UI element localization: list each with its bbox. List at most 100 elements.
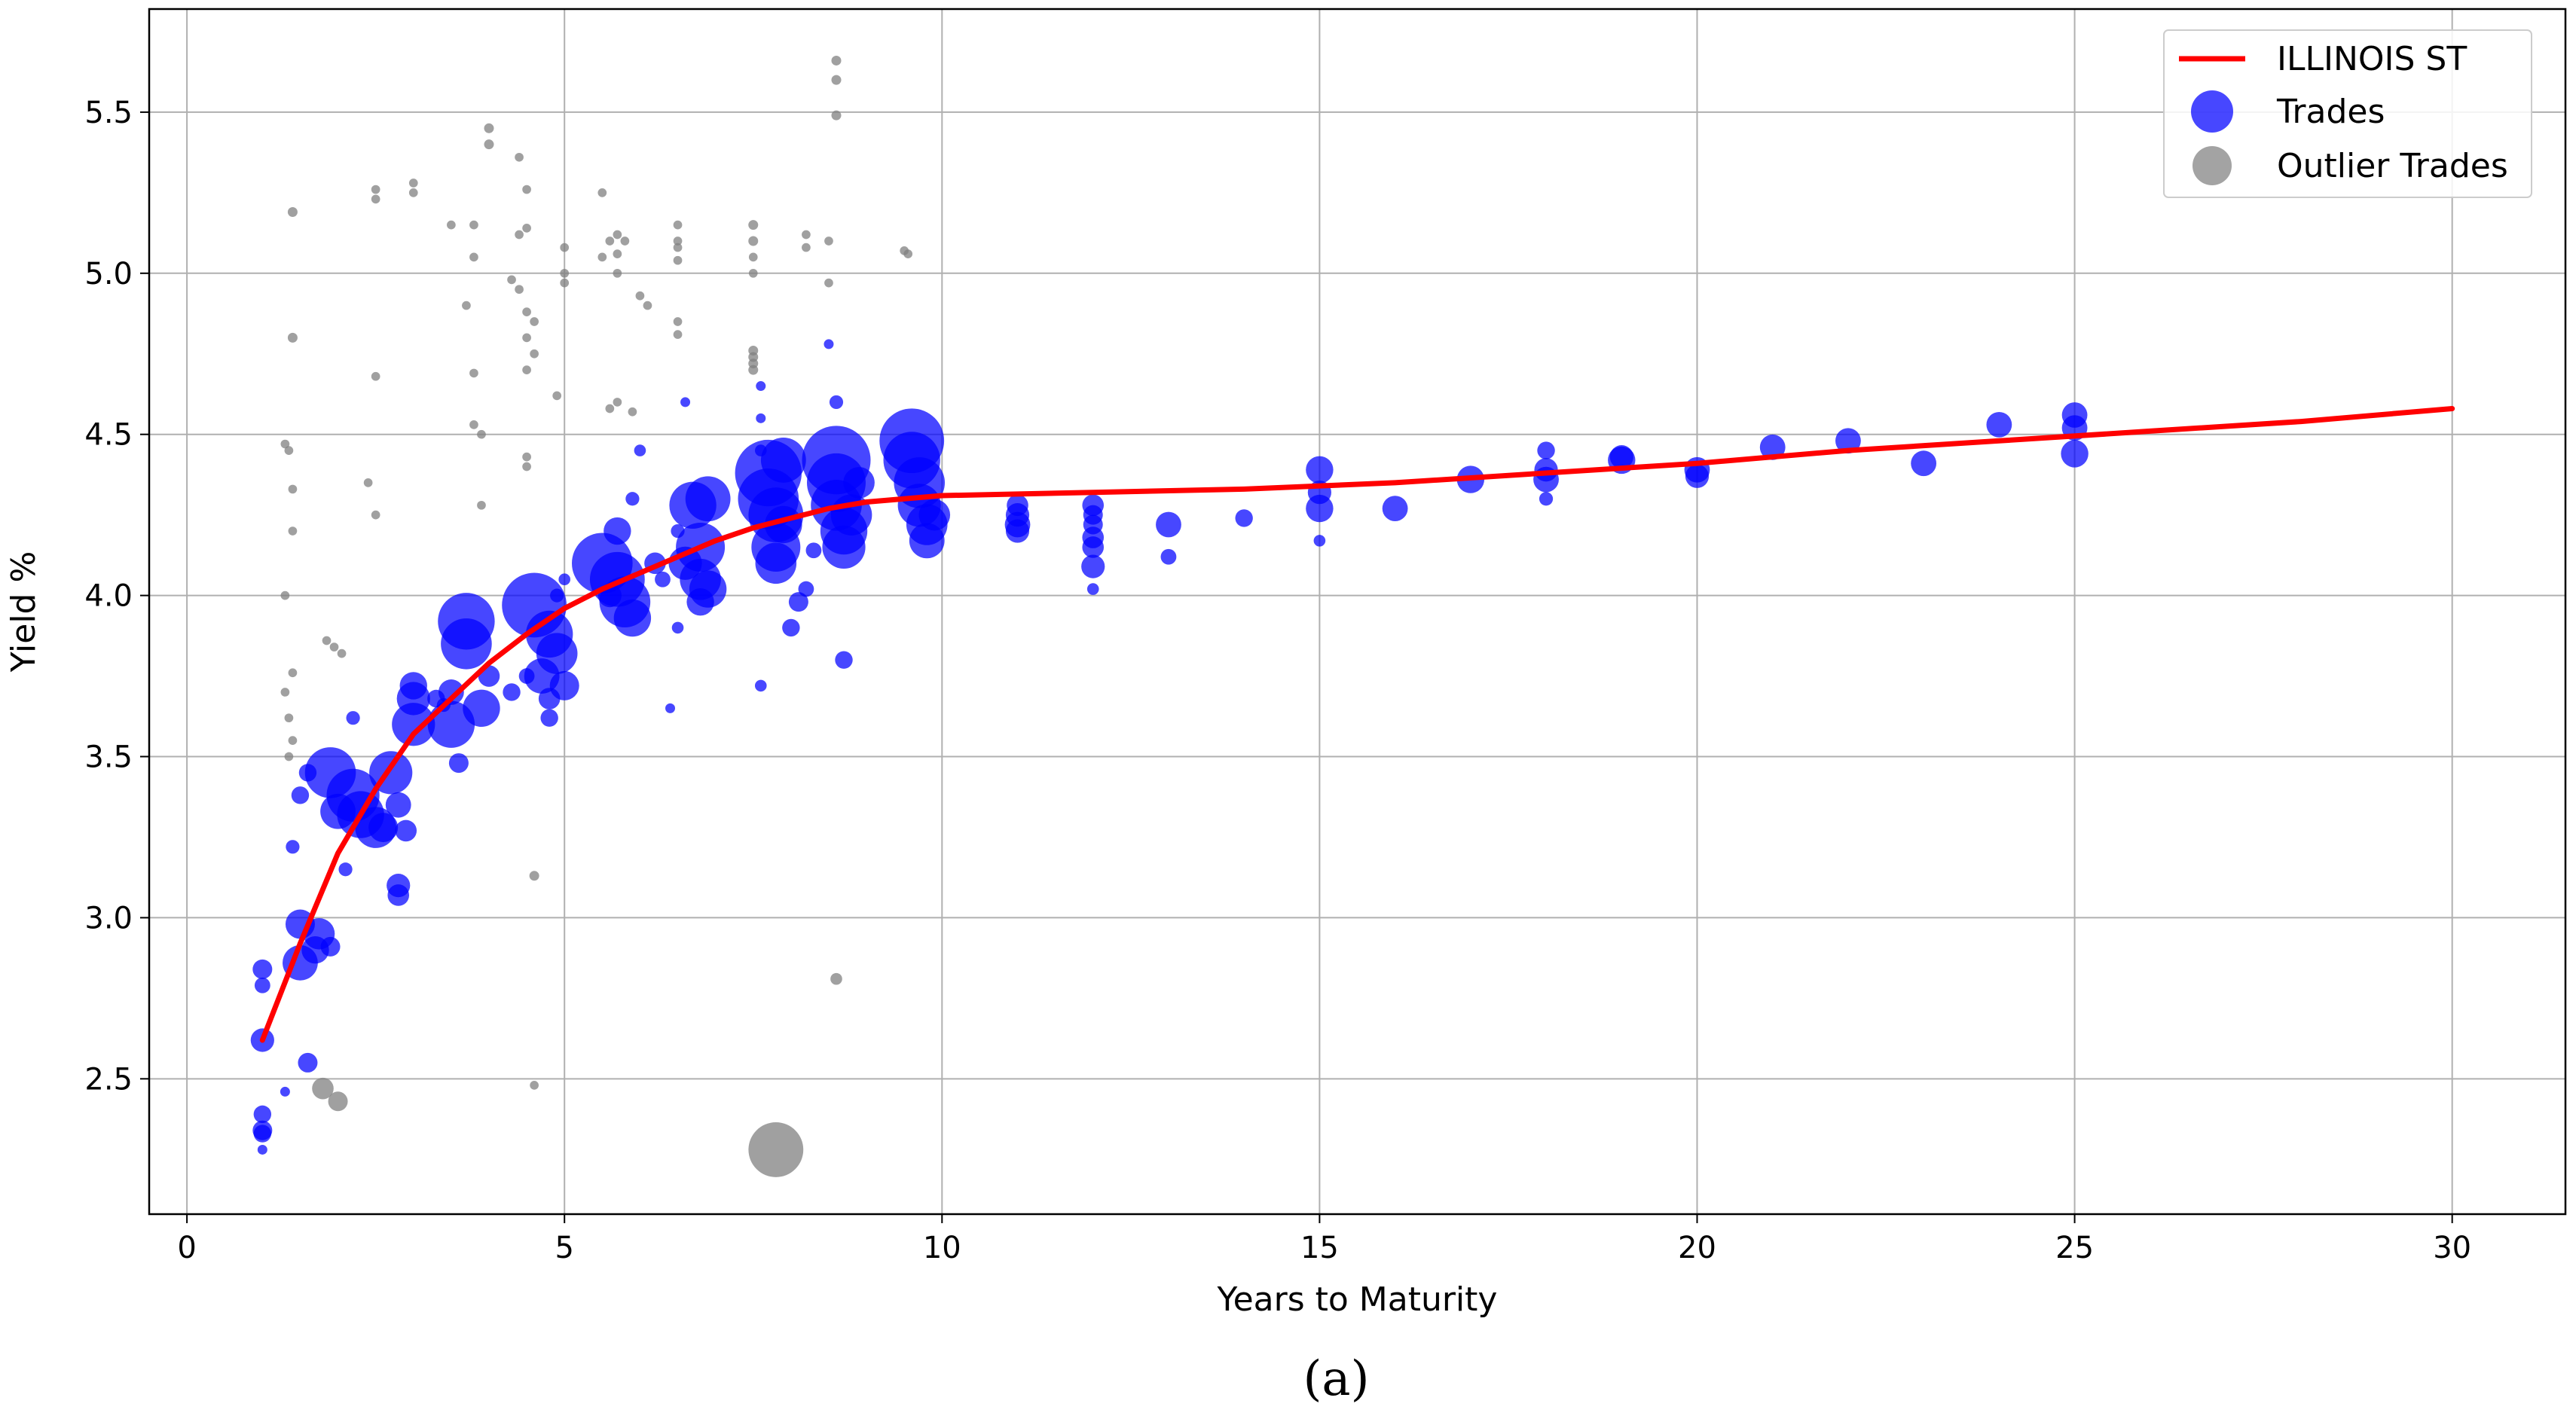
outlier-trade-point — [522, 224, 531, 233]
outlier-trade-point — [673, 237, 683, 246]
trade-point — [909, 523, 945, 559]
trade-point — [252, 959, 273, 979]
y-tick-label: 5.0 — [84, 257, 133, 291]
trade-point — [754, 679, 767, 692]
trade-point — [634, 444, 646, 456]
trade-point — [538, 688, 561, 710]
trade-point — [665, 703, 676, 713]
outlier-trade-point — [635, 291, 645, 301]
trade-point — [625, 492, 640, 506]
trade-point — [298, 1052, 318, 1073]
outlier-trade-point — [337, 648, 347, 658]
outlier-trade-point — [280, 688, 290, 697]
outlier-trade-point — [469, 220, 478, 230]
outlier-trade-point — [522, 365, 531, 374]
y-tick-label: 2.5 — [84, 1062, 133, 1097]
outlier-trade-point — [280, 591, 290, 600]
outlier-trade-point — [824, 278, 833, 288]
trade-point — [782, 618, 800, 637]
outlier-trade-point — [408, 188, 418, 197]
trade-point — [1539, 492, 1554, 506]
outlier-trade-point — [613, 230, 622, 240]
outlier-trade-point — [484, 139, 494, 150]
outlier-trade-point — [515, 285, 524, 294]
outlier-trade-point — [831, 55, 842, 66]
outlier-trade-point — [469, 252, 478, 262]
outlier-trade-point — [748, 268, 758, 278]
y-tick-label: 4.5 — [84, 418, 133, 453]
trade-point — [392, 703, 435, 746]
outlier-trade-point — [522, 452, 531, 462]
outlier-trade-point — [328, 1091, 348, 1112]
trade-point — [918, 499, 951, 531]
trade-point — [438, 679, 464, 705]
trade-point — [613, 599, 652, 637]
trade-point — [1609, 445, 1633, 469]
trade-point — [1911, 450, 1937, 477]
outlier-trade-point — [605, 404, 615, 414]
outlier-trade-point — [477, 429, 486, 439]
trade-point — [680, 397, 691, 407]
outlier-trade-point — [322, 636, 332, 645]
outlier-trade-point — [284, 752, 294, 761]
x-tick-label: 30 — [2433, 1231, 2471, 1265]
outlier-trade-point — [507, 275, 516, 285]
outlier-trade-point — [748, 236, 759, 246]
trade-point — [320, 936, 341, 957]
outlier-trade-point — [469, 368, 478, 378]
x-tick-label: 25 — [2055, 1231, 2094, 1265]
trade-point — [671, 621, 684, 634]
trade-point — [291, 786, 310, 804]
outlier-trade-point — [560, 243, 570, 252]
outlier-trade-point — [288, 736, 298, 745]
outlier-trade-point — [371, 194, 380, 204]
x-tick-label: 10 — [923, 1231, 961, 1265]
trade-point — [346, 711, 360, 725]
x-tick-label: 5 — [555, 1231, 573, 1265]
outlier-trade-point — [288, 668, 298, 678]
outlier-trade-point — [284, 446, 294, 455]
y-tick-label: 3.0 — [84, 901, 133, 935]
y-tick-label: 5.5 — [84, 96, 133, 130]
plot-area-frame — [148, 8, 2567, 1216]
trade-point — [1081, 554, 1105, 578]
trade-point — [754, 444, 767, 456]
trade-point — [254, 977, 270, 993]
y-axis-ticks: 2.5 3.0 3.5 4.0 4.5 5.0 5.5 — [84, 96, 149, 1097]
outlier-trade-point — [530, 317, 539, 326]
trade-point — [1759, 434, 1786, 460]
trade-point — [1306, 494, 1334, 523]
trade-point — [540, 709, 558, 727]
outlier-trade-point — [462, 301, 471, 310]
outlier-trade-point — [748, 220, 759, 230]
trade-point — [1685, 464, 1710, 488]
trade-point — [755, 542, 797, 584]
trade-point — [286, 840, 300, 854]
trade-point — [843, 467, 875, 499]
trade-point — [1306, 456, 1334, 484]
outlier-trade-point — [613, 249, 622, 258]
y-axis-label: Yield % — [5, 551, 43, 673]
outlier-trade-point — [530, 1081, 539, 1090]
outlier-trade-point — [831, 110, 842, 121]
outlier-trade-point — [484, 123, 494, 133]
outlier-trades-series — [280, 55, 913, 1177]
trade-point — [2061, 440, 2089, 468]
trade-point — [441, 618, 492, 670]
trade-point — [550, 588, 564, 603]
outlier-trade-point — [515, 152, 524, 162]
outlier-trade-point — [673, 330, 683, 339]
trade-point — [835, 651, 853, 669]
outlier-trade-point — [748, 252, 758, 262]
outlier-trade-point — [284, 713, 294, 723]
trade-point — [824, 339, 834, 349]
trade-point — [822, 525, 866, 569]
trade-point — [1537, 441, 1555, 459]
outlier-trade-point — [522, 307, 531, 316]
trade-point — [756, 413, 766, 423]
trade-point — [655, 571, 671, 587]
outlier-trade-point — [522, 333, 531, 343]
outlier-trade-point — [522, 185, 531, 194]
outlier-trade-point — [371, 371, 380, 381]
trade-point — [280, 1086, 290, 1097]
